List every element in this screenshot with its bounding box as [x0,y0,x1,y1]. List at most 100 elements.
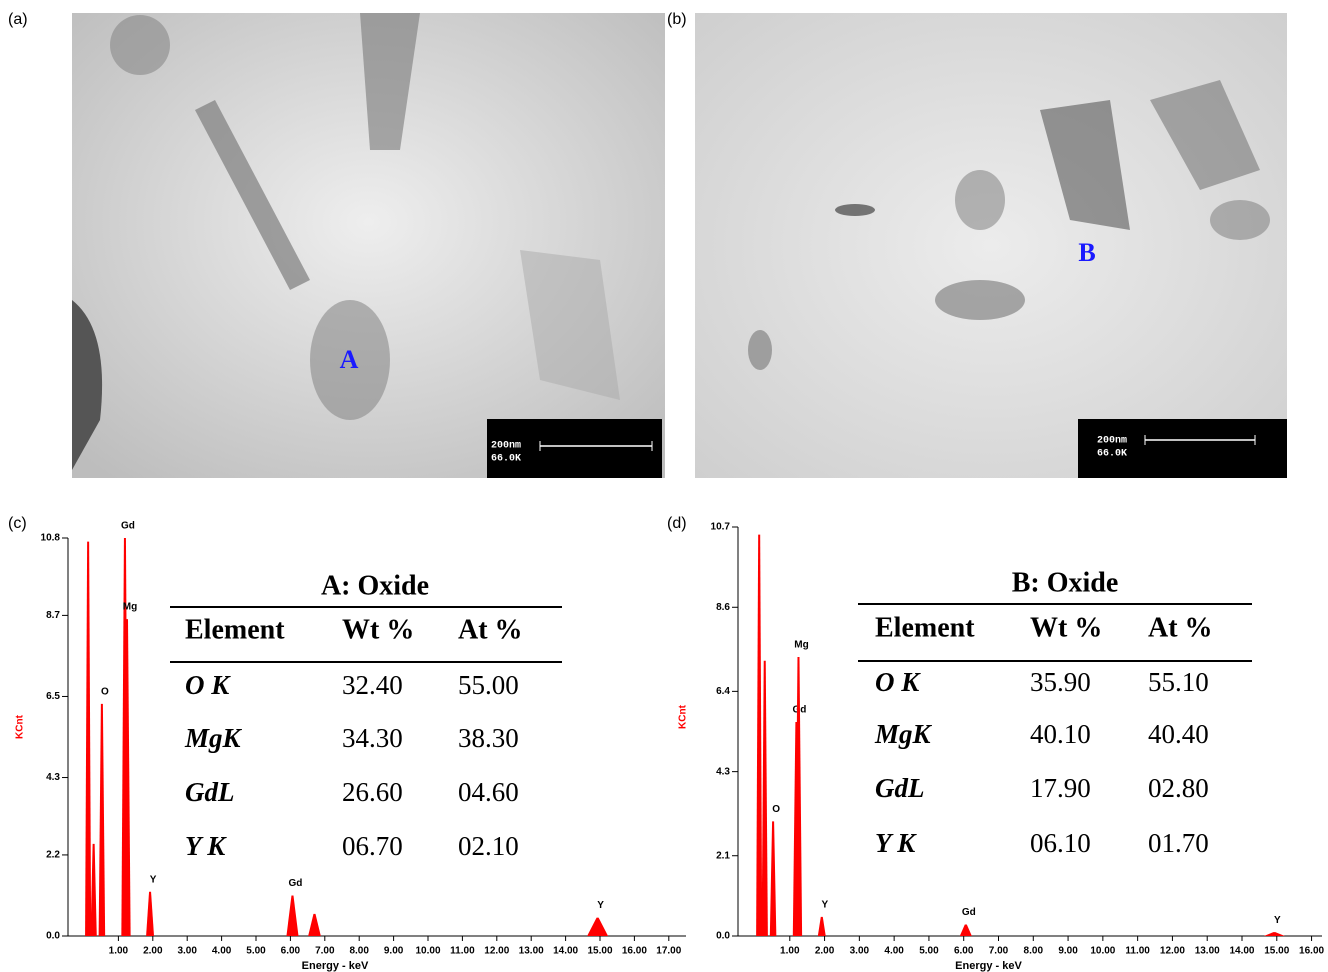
spectrum-peak [756,535,762,936]
table-cell: 06.70 [342,831,403,861]
table-cell: 01.70 [1148,828,1209,858]
panel-label: (b) [667,11,687,28]
table-cell: MgK [184,723,243,753]
peak-label: Y [150,874,157,885]
x-tick-label: 2.00 [815,946,835,957]
spectrum-peak [587,918,608,936]
x-tick-label: 14.00 [553,946,578,957]
table-cell: Y K [875,828,917,858]
x-tick-label: 1.00 [780,946,800,957]
y-axis-label: KCnt [678,704,689,729]
panel-label: (c) [8,515,27,532]
table-cell: 17.90 [1030,773,1091,803]
tem-image-a [72,13,665,478]
table-cell: O K [875,667,921,697]
table-header: At % [1148,612,1213,643]
table-cell: MgK [874,719,933,749]
table-cell: 35.90 [1030,667,1091,697]
spectrum-peak [99,704,106,936]
x-tick-label: 9.00 [384,946,404,957]
table-cell: 04.60 [458,777,519,807]
scale-text: 200nm [491,441,521,452]
x-tick-label: 5.00 [246,946,266,957]
spectrum-peak [286,895,298,936]
table-cell: 02.80 [1148,773,1209,803]
y-tick-label: 0.0 [716,931,730,942]
peak-label: Gd [962,907,976,918]
table-header: Wt % [1030,612,1102,643]
x-tick-label: 12.00 [1160,946,1185,957]
x-tick-label: 4.00 [212,946,232,957]
peak-label: Gd [289,878,303,889]
spectrum-peak [90,844,96,936]
spectrum-peak [308,914,321,936]
magnification: 66.0K [491,454,521,465]
y-tick-label: 2.1 [716,850,730,861]
x-tick-label: 7.00 [989,946,1009,957]
x-tick-label: 5.00 [919,946,939,957]
y-tick-label: 8.6 [716,602,730,613]
x-tick-label: 3.00 [850,946,870,957]
peak-label: Y [821,900,828,911]
table-header: At % [458,614,523,645]
table-cell: 26.60 [342,777,403,807]
x-tick-label: 1.00 [109,946,129,957]
table-cell: GdL [185,777,235,807]
x-tick-label: 15.00 [587,946,612,957]
figure: (a) (b) A B 200nm 66.0K 200nm 66.0K (c) K… [0,0,1328,972]
peak-label: Mg [123,602,137,613]
x-tick-label: 10.00 [415,946,440,957]
x-tick-label: 3.00 [177,946,197,957]
y-tick-label: 6.4 [716,686,730,697]
peak-label: O [772,804,780,815]
tem-image-b [695,13,1287,478]
x-tick-label: 15.00 [1264,946,1289,957]
table-cell: 40.10 [1030,719,1091,749]
panel-label: (a) [8,11,28,28]
table-cell: 02.10 [458,831,519,861]
y-tick-label: 4.3 [716,766,730,777]
table-header: Element [875,612,975,643]
y-tick-label: 0.0 [46,931,60,942]
x-tick-label: 8.00 [1024,946,1044,957]
scale-bar: 200nm 66.0K [487,419,662,478]
table-cell: 34.30 [342,723,403,753]
x-tick-label: 2.00 [143,946,163,957]
peak-label: O [101,686,109,697]
x-tick-label: 14.00 [1229,946,1254,957]
table-cell: 38.30 [458,723,519,753]
spectrum-peak [1264,932,1285,936]
region-marker: B [1078,238,1095,267]
table-title: A: Oxide [321,570,429,601]
panel-label: (d) [667,515,687,532]
x-tick-label: 17.00 [656,946,681,957]
page: {"panels": [ {"label": "(a)", "marker": … [0,0,1328,972]
magnification: 66.0K [1097,449,1127,460]
spectrum-peak [960,925,972,936]
spectrum-peak [85,542,91,936]
peak-label: Y [1274,915,1281,926]
x-axis-label: Energy - keV [955,960,1022,972]
y-tick-label: 8.7 [46,610,60,621]
x-tick-label: 6.00 [954,946,974,957]
table-cell: 06.10 [1030,828,1091,858]
x-tick-label: 11.00 [450,946,475,957]
table-cell: 32.40 [342,670,403,700]
x-tick-label: 6.00 [281,946,301,957]
table-cell: O K [185,670,231,700]
spectrum-peak [818,917,826,936]
x-tick-label: 9.00 [1058,946,1078,957]
x-tick-label: 7.00 [315,946,335,957]
table-cell: 55.10 [1148,667,1209,697]
peak-label: Gd [121,521,135,532]
y-tick-label: 2.2 [46,850,60,861]
y-tick-label: 6.5 [46,691,60,702]
table-title: B: Oxide [1012,567,1119,598]
table-cell: GdL [875,773,925,803]
x-tick-label: 13.00 [1195,946,1220,957]
spectrum-peak [770,821,777,936]
x-tick-label: 16.00 [1299,946,1324,957]
region-marker: A [340,345,359,374]
y-tick-label: 10.8 [41,533,61,544]
x-tick-label: 10.00 [1090,946,1115,957]
